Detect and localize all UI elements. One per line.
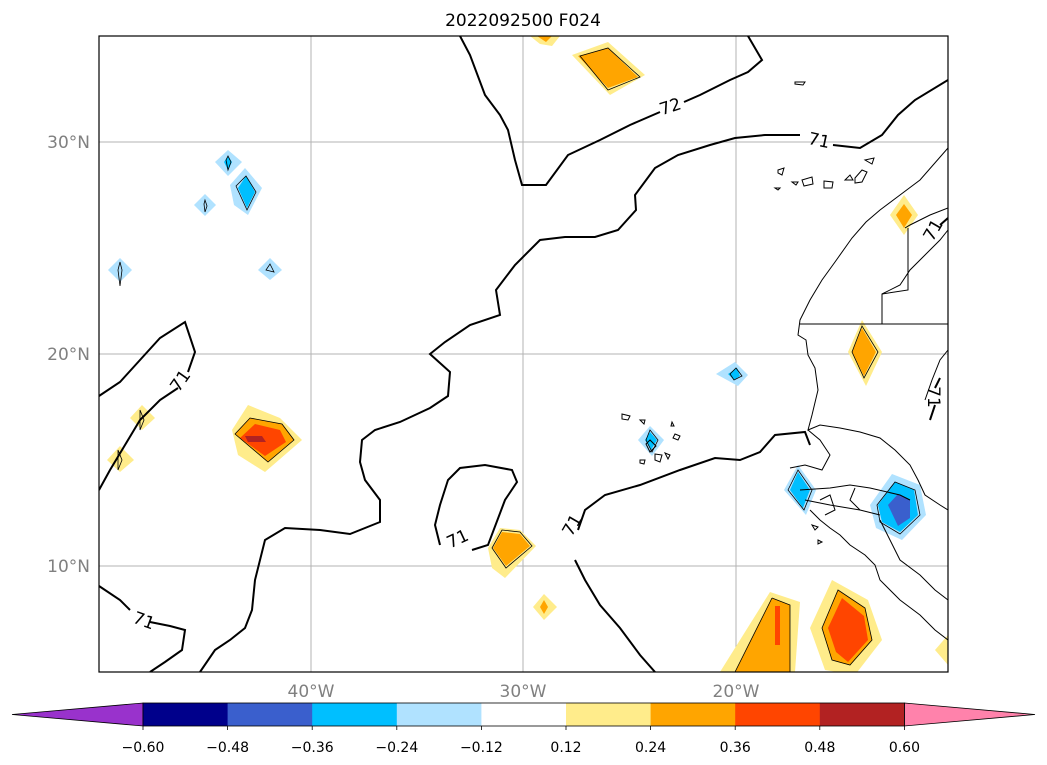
height-contours bbox=[99, 36, 948, 672]
colorbar-tick-label: −0.48 bbox=[206, 740, 249, 756]
colorbar-tick-label: −0.12 bbox=[460, 740, 503, 756]
colorbar-tick-label: 0.12 bbox=[550, 740, 581, 756]
colorbar-segment bbox=[566, 703, 652, 726]
colorbar-tick-label: 0.36 bbox=[720, 740, 751, 756]
map-title: 2022092500 F024 bbox=[445, 11, 601, 31]
gridlines bbox=[99, 36, 948, 672]
patch-outlines bbox=[117, 47, 921, 672]
lat-label-10n: 10°N bbox=[47, 557, 90, 577]
map-plot-area: 72 71 71 71 71 71 71 71 bbox=[99, 36, 948, 672]
colorbar-segment bbox=[143, 703, 229, 726]
colorbar-outline bbox=[142, 702, 905, 727]
colorbar-segment bbox=[312, 703, 398, 726]
colorbar-segment bbox=[735, 703, 821, 726]
contour-label: 71 bbox=[806, 129, 831, 153]
lon-label-20w: 20°W bbox=[713, 682, 760, 702]
colorbar-extend-high bbox=[904, 702, 1036, 727]
map-frame bbox=[98, 35, 949, 673]
negative-anomaly-patches bbox=[108, 150, 926, 540]
contour-label: 71 bbox=[923, 386, 943, 408]
colorbar-segment bbox=[650, 703, 736, 726]
lat-label-20n: 20°N bbox=[47, 345, 90, 365]
coastlines bbox=[789, 147, 948, 641]
colorbar-tick-label: 0.48 bbox=[804, 740, 835, 756]
lon-label-40w: 40°W bbox=[288, 682, 335, 702]
colorbar-segment bbox=[227, 703, 313, 726]
colorbar-segment bbox=[819, 703, 905, 726]
colorbar-extend-low bbox=[11, 702, 144, 727]
colorbar: −0.60 −0.48 −0.36 −0.24 −0.12 0.12 0.24 0.36 0.4… bbox=[11, 702, 1036, 756]
islands bbox=[621, 81, 875, 545]
colorbar-tick-label: 0.24 bbox=[635, 740, 666, 756]
lat-label-30n: 30°N bbox=[47, 133, 90, 153]
colorbar-tick-label: −0.60 bbox=[122, 740, 165, 756]
positive-anomaly-patches bbox=[107, 36, 948, 672]
colorbar-segment bbox=[481, 703, 567, 726]
colorbar-segment bbox=[396, 703, 482, 726]
colorbar-tick-label: 0.60 bbox=[889, 740, 920, 756]
colorbar-tick-label: −0.24 bbox=[375, 740, 418, 756]
lon-label-30w: 30°W bbox=[500, 682, 547, 702]
colorbar-tick-label: −0.36 bbox=[291, 740, 334, 756]
